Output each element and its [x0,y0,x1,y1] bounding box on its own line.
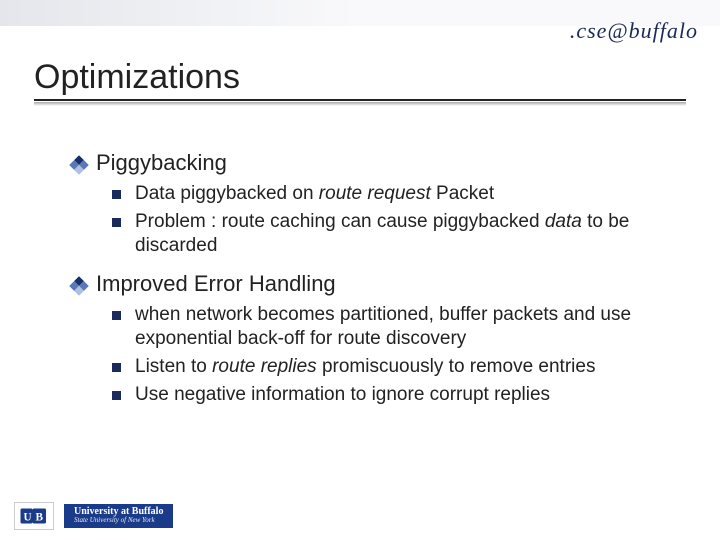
ub-logo-text: University at Buffalo State University o… [64,504,173,529]
bullet-l2-group: Data piggybacked on route request Packet… [112,182,680,257]
bullet-l1-row: Piggybacking [72,150,680,176]
bullet-l1-label: Improved Error Handling [96,271,336,297]
diamond-icon [72,158,86,172]
bullet-l1-row: Improved Error Handling [72,271,680,297]
bullet-l2-row: Listen to route replies promiscuously to… [112,355,680,379]
bullet-l1-label: Piggybacking [96,150,227,176]
bullet-l2-row: when network becomes partitioned, buffer… [112,303,680,351]
slide-title: Optimizations [34,58,686,97]
square-icon [112,391,121,400]
bullet-l2-row: Data piggybacked on route request Packet [112,182,680,206]
content-area: Piggybacking Data piggybacked on route r… [72,150,680,420]
title-block: Optimizations [34,58,686,101]
bullet-l2-text: Problem : route caching can cause piggyb… [135,210,680,258]
svg-text:B: B [36,512,44,524]
square-icon [112,311,121,320]
bullet-l1: Improved Error Handling when network bec… [72,271,680,406]
square-icon [112,190,121,199]
bullet-l2-row: Problem : route caching can cause piggyb… [112,210,680,258]
bullet-l2-group: when network becomes partitioned, buffer… [112,303,680,406]
bullet-l2-text: when network becomes partitioned, buffer… [135,303,680,351]
title-underline [34,99,686,101]
footer: U B University at Buffalo State Universi… [14,502,173,530]
bullet-l2-text: Use negative information to ignore corru… [135,383,550,407]
square-icon [112,363,121,372]
header-logo-text: .cse@buffalo [570,18,698,44]
bullet-l2-text: Data piggybacked on route request Packet [135,182,494,206]
bullet-l1: Piggybacking Data piggybacked on route r… [72,150,680,257]
ub-line2: State University of New York [74,517,163,524]
ub-logo-icon: U B [14,502,54,530]
bullet-l2-text: Listen to route replies promiscuously to… [135,355,595,379]
square-icon [112,218,121,227]
bullet-l2-row: Use negative information to ignore corru… [112,383,680,407]
diamond-icon [72,279,86,293]
svg-text:U: U [24,512,32,524]
